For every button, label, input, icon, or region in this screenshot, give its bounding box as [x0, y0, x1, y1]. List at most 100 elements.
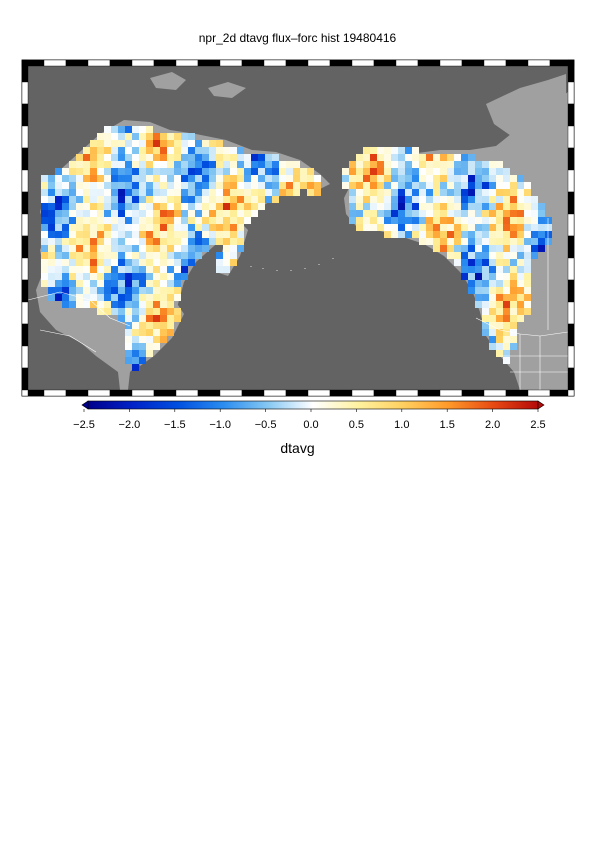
data-cell [160, 210, 167, 217]
data-cell [349, 175, 356, 182]
data-cell [76, 189, 83, 196]
data-cell [153, 175, 160, 182]
data-cell [377, 210, 384, 217]
data-cell [209, 189, 216, 196]
data-cell [391, 154, 398, 161]
data-cell [167, 182, 174, 189]
data-cell [391, 231, 398, 238]
data-cell [258, 203, 265, 210]
data-cell [454, 189, 461, 196]
data-cell [195, 147, 202, 154]
data-cell [48, 259, 55, 266]
data-cell [503, 217, 510, 224]
data-cell [195, 154, 202, 161]
data-cell [258, 175, 265, 182]
data-cell [468, 210, 475, 217]
data-cell [517, 203, 524, 210]
data-cell [146, 231, 153, 238]
data-cell [41, 182, 48, 189]
data-cell [125, 210, 132, 217]
data-cell [433, 182, 440, 189]
data-cell [167, 140, 174, 147]
data-cell [139, 245, 146, 252]
data-cell [118, 315, 125, 322]
data-cell [62, 238, 69, 245]
data-cell [153, 203, 160, 210]
data-cell [97, 238, 104, 245]
data-cell [349, 217, 356, 224]
data-cell [160, 189, 167, 196]
data-cell [286, 175, 293, 182]
data-cell [146, 217, 153, 224]
data-cell [146, 280, 153, 287]
data-cell [503, 336, 510, 343]
data-cell [370, 175, 377, 182]
data-cell [76, 217, 83, 224]
data-cell [160, 266, 167, 273]
data-cell [370, 182, 377, 189]
data-cell [384, 154, 391, 161]
data-cell [244, 210, 251, 217]
data-cell [419, 154, 426, 161]
data-cell [426, 217, 433, 224]
data-cell [230, 196, 237, 203]
data-cell [83, 287, 90, 294]
data-cell [223, 175, 230, 182]
data-cell [160, 280, 167, 287]
data-cell [174, 280, 181, 287]
data-cell [104, 245, 111, 252]
data-cell [447, 231, 454, 238]
data-cell [482, 231, 489, 238]
data-cell [41, 273, 48, 280]
data-cell [447, 189, 454, 196]
data-cell [174, 140, 181, 147]
data-cell [111, 140, 118, 147]
data-cell [202, 161, 209, 168]
data-cell [454, 224, 461, 231]
data-cell [125, 315, 132, 322]
data-cell [139, 343, 146, 350]
data-cell [132, 126, 139, 133]
data-cell [398, 182, 405, 189]
data-cell [503, 175, 510, 182]
data-cell [461, 238, 468, 245]
data-cell [83, 189, 90, 196]
data-cell [370, 189, 377, 196]
data-cell [538, 203, 545, 210]
data-cell [237, 182, 244, 189]
colorbar-tick-label: −2.5 [73, 419, 95, 431]
data-cell [76, 266, 83, 273]
data-cell [174, 266, 181, 273]
data-cell [307, 189, 314, 196]
data-cell [293, 161, 300, 168]
data-cell [167, 287, 174, 294]
data-cell [125, 182, 132, 189]
data-cell [503, 329, 510, 336]
land-arctic-islands [486, 74, 566, 150]
data-cell [146, 182, 153, 189]
data-cell [132, 357, 139, 364]
data-cell [230, 238, 237, 245]
data-cell [181, 259, 188, 266]
data-cell [160, 182, 167, 189]
data-cell [146, 203, 153, 210]
data-cell [237, 175, 244, 182]
data-cell [111, 161, 118, 168]
data-cell [524, 266, 531, 273]
data-cell [454, 210, 461, 217]
data-cell [146, 245, 153, 252]
data-cell [118, 175, 125, 182]
data-cell [496, 231, 503, 238]
data-cell [48, 217, 55, 224]
data-cell [146, 147, 153, 154]
data-cell [216, 266, 223, 273]
data-cell [482, 245, 489, 252]
data-cell [265, 154, 272, 161]
data-cell [391, 182, 398, 189]
data-cell [489, 287, 496, 294]
data-cell [146, 315, 153, 322]
data-cell [503, 308, 510, 315]
data-cell [202, 196, 209, 203]
data-cell [419, 203, 426, 210]
data-cell [139, 315, 146, 322]
